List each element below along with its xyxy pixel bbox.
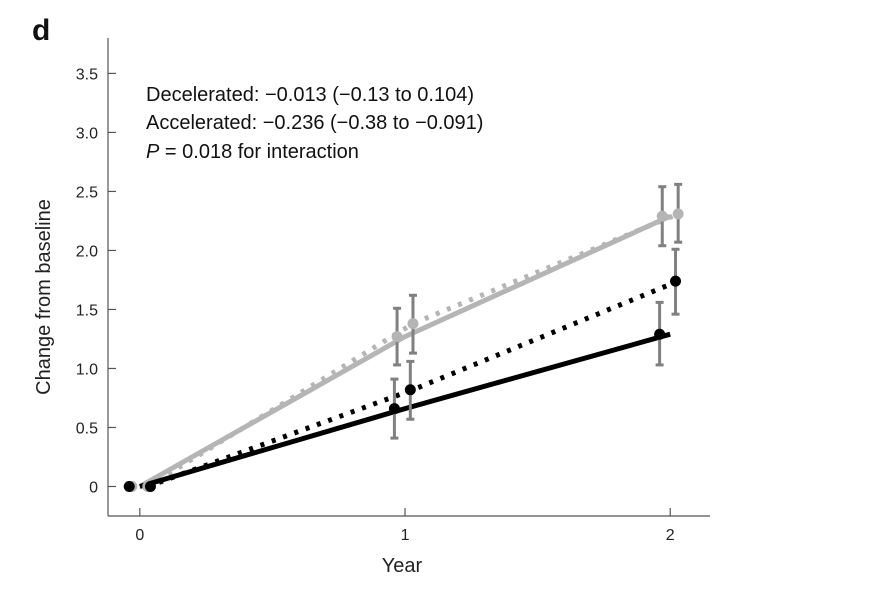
series-line-0 xyxy=(138,213,672,489)
annotation-decelerated: Decelerated: −0.013 (−0.13 to 0.104) xyxy=(146,84,475,106)
x-tick-label: 2 xyxy=(666,527,675,544)
y-tick-label: 1.5 xyxy=(76,302,98,319)
series-layer xyxy=(138,211,680,489)
y-tick-label: 3.0 xyxy=(76,125,98,142)
y-axis-label: Change from baseline xyxy=(33,199,55,395)
data-point xyxy=(407,318,419,330)
data-point xyxy=(404,384,416,396)
annotation-p-text: = 0.018 for interaction xyxy=(159,141,359,163)
y-tick-label: 0.5 xyxy=(76,420,98,437)
panel-label: d xyxy=(32,14,51,47)
data-point xyxy=(123,480,135,492)
annotation-p-symbol: P xyxy=(146,141,160,163)
y-tick-label: 2.5 xyxy=(76,184,98,201)
y-tick-label: 3.5 xyxy=(76,66,98,83)
y-tick-label: 0 xyxy=(89,479,98,496)
data-point xyxy=(388,403,400,415)
data-point xyxy=(672,208,684,220)
data-point xyxy=(654,328,666,340)
axes: 0 0.5 1.0 1.5 2.0 2.5 3.0 3.5 0 1 2 xyxy=(76,38,710,544)
annotation-accelerated: Accelerated: −0.236 (−0.38 to −0.091) xyxy=(146,112,484,134)
annotation-p-value: P = 0.018 for interaction xyxy=(146,141,359,164)
series-line-3 xyxy=(139,331,671,489)
x-axis-label: Year xyxy=(382,555,423,577)
x-tick-label: 0 xyxy=(135,527,144,544)
y-tick-label: 2.0 xyxy=(76,243,98,260)
points-layer xyxy=(123,182,684,492)
data-point xyxy=(670,275,682,287)
x-tick-label: 1 xyxy=(401,527,410,544)
data-point xyxy=(144,480,156,492)
data-point xyxy=(391,331,403,343)
data-point xyxy=(656,210,668,222)
y-tick-label: 1.0 xyxy=(76,361,98,378)
